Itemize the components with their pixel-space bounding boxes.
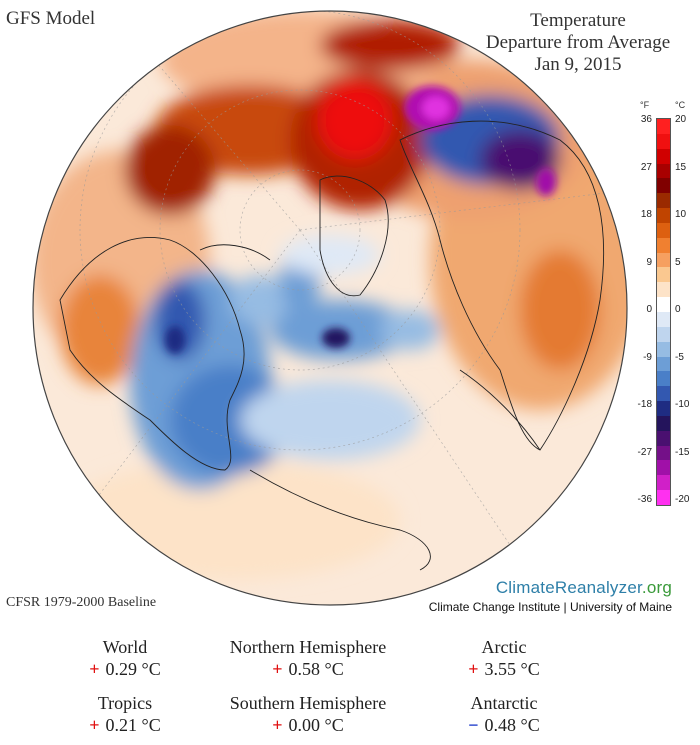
title-line: Temperature — [530, 10, 626, 31]
colorbar-tick-c: 15 — [675, 161, 687, 173]
stat-northern-hemisphere: Northern Hemisphere +0.58 °C — [193, 636, 423, 680]
colorbar-tick-f: -18 — [637, 399, 652, 410]
colorbar-tick-f: 0 — [646, 304, 652, 315]
colorbar-segment — [657, 297, 670, 312]
stat-sign: + — [89, 659, 100, 679]
coastlines — [59, 120, 605, 571]
stat-world: World +0.29 °C — [10, 636, 240, 680]
colorbar-tick-c: -10 — [675, 399, 690, 410]
colorbar-segment — [657, 371, 670, 387]
stat-value: 3.55 °C — [484, 659, 540, 679]
stat-sign: + — [468, 659, 479, 679]
stat-region: World — [102, 637, 148, 657]
colorbar-segment — [657, 460, 670, 476]
brand-logo: ClimateReanalyzer.org — [429, 578, 672, 598]
colorbar-segment — [657, 401, 670, 416]
stat-antarctic: Antarctic −0.48 °C — [389, 692, 619, 736]
colorbar-tick-f: -36 — [637, 494, 652, 505]
colorbar-tick-f: -9 — [643, 351, 652, 363]
colorbar-tick-c: 0 — [675, 304, 681, 315]
colorbar-segment — [657, 326, 670, 342]
colorbar-segment — [657, 133, 670, 149]
colorbar-segment — [657, 267, 670, 283]
colorbar-tick-f: 27 — [640, 161, 652, 173]
stat-value: 0.48 °C — [484, 715, 540, 735]
colorbar-scale — [656, 118, 671, 506]
stat-region: Arctic — [481, 637, 527, 657]
colorbar-tick-f: 36 — [640, 114, 652, 125]
colorbar-tick-c: -5 — [675, 351, 684, 363]
colorbar-legend: °F °C 36 20 27 15 18 10 9 5 0 0 -9 -5 -18 -10 -27 -15 -3… — [628, 100, 698, 510]
colorbar-segment — [657, 415, 670, 431]
brand-name: ClimateReanalyzer — [495, 578, 642, 597]
stat-value: 0.29 °C — [105, 659, 161, 679]
anomaly-field — [33, 11, 627, 580]
colorbar-unit-f: °F — [640, 100, 650, 110]
colorbar-tick-c: -15 — [675, 446, 690, 458]
colorbar-tick-f: 9 — [646, 256, 652, 268]
colorbar-segment — [657, 356, 670, 372]
map-title: Temperature Departure from Average Jan 9… — [468, 10, 688, 76]
colorbar-tick-c: 20 — [675, 114, 687, 125]
colorbar-segment — [657, 282, 670, 298]
stat-value: 0.21 °C — [105, 715, 161, 735]
baseline-label: CFSR 1979-2000 Baseline — [6, 595, 157, 610]
colorbar-tick-f: -27 — [637, 446, 652, 458]
title-date: Jan 9, 2015 — [534, 54, 622, 75]
colorbar-segment — [657, 386, 670, 402]
stat-region: Northern Hemisphere — [229, 637, 387, 657]
stat-tropics: Tropics +0.21 °C — [10, 692, 240, 736]
colorbar-segment — [657, 178, 670, 194]
colorbar-segment — [657, 148, 670, 164]
stat-southern-hemisphere: Southern Hemisphere +0.00 °C — [193, 692, 423, 736]
colorbar-segment — [657, 208, 670, 223]
stat-sign: + — [272, 659, 283, 679]
stat-sign: − — [468, 715, 479, 735]
colorbar-segment — [657, 222, 670, 238]
stat-value: 0.00 °C — [288, 715, 344, 735]
colorbar-segment — [657, 163, 670, 179]
model-label: GFS Model — [6, 8, 96, 29]
stat-region: Tropics — [97, 693, 153, 713]
stat-region: Southern Hemisphere — [229, 693, 387, 713]
colorbar-segment — [657, 119, 670, 134]
colorbar-segment — [657, 445, 670, 461]
brand-block: ClimateReanalyzer.org Climate Change Ins… — [429, 578, 672, 614]
colorbar-tick-c: 10 — [675, 209, 687, 220]
colorbar-segment — [657, 311, 670, 327]
colorbar-tick-f: 18 — [640, 209, 652, 220]
colorbar-segment — [657, 193, 670, 209]
colorbar-segment — [657, 490, 670, 505]
stat-value: 0.58 °C — [288, 659, 344, 679]
colorbar-segment — [657, 475, 670, 491]
colorbar-segment — [657, 237, 670, 253]
globe-outline — [32, 10, 628, 606]
stat-sign: + — [272, 715, 283, 735]
title-line: Departure from Average — [485, 32, 671, 53]
colorbar-tick-c: 5 — [675, 256, 681, 268]
brand-subtitle: Climate Change Institute | University of… — [428, 600, 672, 614]
stat-arctic: Arctic +3.55 °C — [389, 636, 619, 680]
colorbar-segment — [657, 430, 670, 446]
colorbar-segment — [657, 252, 670, 268]
stat-region: Antarctic — [470, 693, 538, 713]
stat-sign: + — [89, 715, 100, 735]
colorbar-segment — [657, 341, 670, 357]
colorbar-unit-c: °C — [675, 100, 686, 110]
brand-domain: .org — [641, 578, 672, 597]
colorbar-tick-c: -20 — [675, 494, 690, 505]
